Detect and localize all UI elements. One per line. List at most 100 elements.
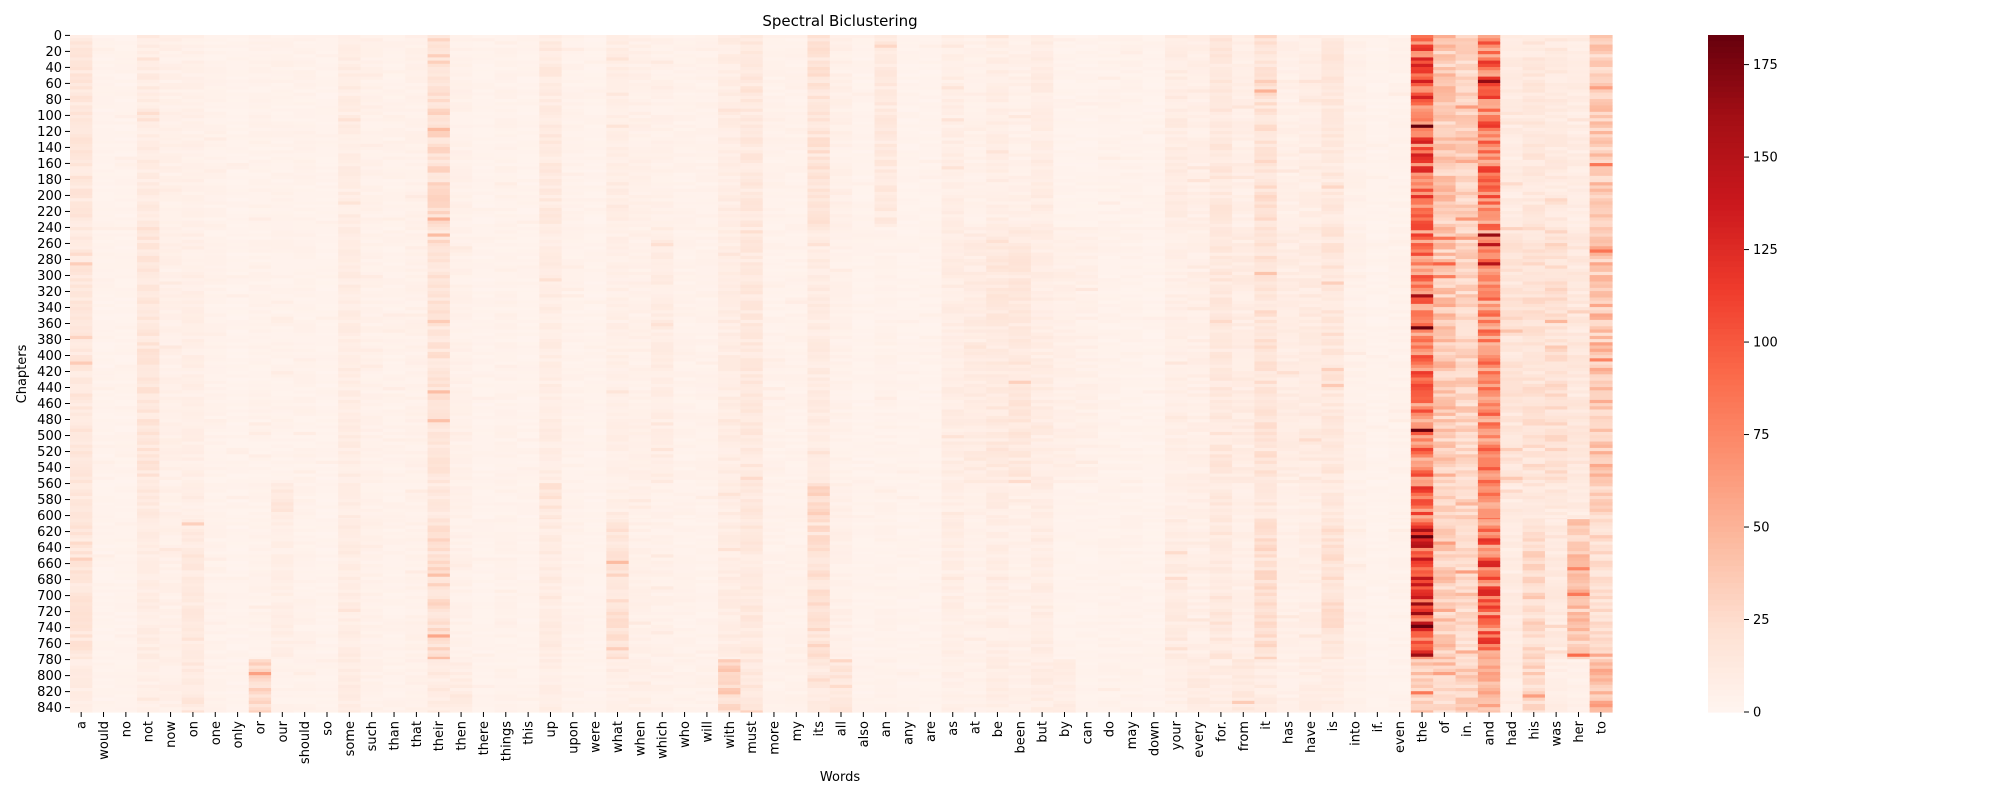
heatmap-cell [293, 246, 317, 251]
heatmap-cell [516, 656, 540, 660]
heatmap-cell [248, 431, 272, 436]
heatmap-cell [449, 412, 473, 417]
heatmap-cell [427, 348, 451, 353]
heatmap-cell [382, 422, 406, 427]
heatmap-cell [405, 419, 429, 423]
heatmap-cell [494, 351, 518, 356]
heatmap-cell [494, 409, 518, 414]
heatmap-cell [405, 111, 429, 116]
heatmap-cell [449, 150, 473, 155]
heatmap-cell [92, 573, 116, 578]
heatmap-cell [427, 99, 451, 103]
heatmap-cell [561, 278, 585, 283]
heatmap-cell [338, 554, 362, 559]
heatmap-cell [137, 131, 160, 135]
heatmap-cell [92, 425, 116, 430]
heatmap-cell [360, 495, 384, 500]
heatmap-cell [204, 531, 228, 536]
heatmap-cell [561, 137, 585, 142]
heatmap-cell [539, 691, 563, 695]
heatmap-cell [516, 73, 540, 78]
heatmap-cell [226, 150, 250, 155]
heatmap-cell [181, 323, 205, 327]
heatmap-cell [539, 67, 563, 71]
heatmap-cell [181, 70, 205, 75]
heatmap-cell [494, 505, 518, 510]
heatmap-cell [204, 188, 228, 193]
heatmap-cell [315, 441, 339, 446]
heatmap-cell [248, 150, 272, 155]
heatmap-cell [70, 220, 93, 225]
heatmap-cell [382, 473, 406, 478]
heatmap-cell [516, 431, 540, 436]
heatmap-cell [92, 166, 116, 171]
heatmap-cell [338, 70, 362, 75]
heatmap-cell [427, 627, 451, 632]
heatmap-cell [159, 38, 183, 42]
heatmap-cell [472, 259, 496, 263]
heatmap-cell [293, 316, 317, 321]
heatmap-cell [70, 262, 93, 267]
heatmap-cell [494, 557, 518, 562]
heatmap-cell [427, 89, 451, 94]
heatmap-cell [338, 406, 362, 411]
heatmap-cell [338, 547, 362, 552]
heatmap-cell [70, 707, 93, 711]
heatmap-cell [226, 169, 250, 174]
heatmap-cell [181, 563, 205, 568]
heatmap-cell [159, 541, 183, 546]
heatmap-cell [226, 252, 250, 257]
heatmap-cell [338, 621, 362, 626]
heatmap-cell [70, 76, 93, 81]
heatmap-cell [427, 364, 451, 369]
heatmap-cell [204, 124, 228, 129]
heatmap-cell [427, 393, 451, 398]
heatmap-cell [338, 63, 362, 68]
heatmap-cell [181, 371, 205, 375]
heatmap-cell [204, 563, 228, 568]
heatmap-cell [293, 150, 317, 155]
heatmap-cell [271, 76, 295, 81]
heatmap-cell [539, 387, 563, 391]
heatmap-cell [159, 41, 183, 46]
heatmap-cell [494, 707, 518, 711]
heatmap-cell [226, 38, 250, 42]
heatmap-cell [114, 697, 138, 702]
heatmap-cell [360, 307, 384, 311]
heatmap-cell [315, 278, 339, 283]
heatmap-cell [539, 358, 563, 363]
heatmap-cell [315, 233, 339, 238]
heatmap-cell [427, 486, 451, 491]
heatmap-cell [494, 454, 518, 459]
heatmap-cell [271, 547, 295, 552]
heatmap-cell [338, 358, 362, 363]
heatmap-cell [427, 576, 451, 581]
heatmap-cell [449, 54, 473, 59]
heatmap-cell [204, 412, 228, 417]
heatmap-cell [137, 383, 160, 388]
heatmap-cell [315, 659, 339, 663]
heatmap-cell [159, 140, 183, 145]
heatmap-cell [494, 637, 518, 642]
heatmap-cell [204, 390, 228, 395]
heatmap-cell [382, 86, 406, 91]
heatmap-cell [204, 541, 228, 546]
heatmap-cell [382, 492, 406, 497]
heatmap-cell [70, 492, 93, 497]
heatmap-cell [360, 319, 384, 324]
heatmap-cell [449, 528, 473, 533]
heatmap-cell [181, 351, 205, 356]
heatmap-cell [159, 463, 183, 468]
heatmap-cell [449, 631, 473, 635]
heatmap-cell [360, 406, 384, 411]
heatmap-cell [516, 515, 540, 519]
heatmap-cell [494, 479, 518, 484]
heatmap-cell [271, 364, 295, 369]
heatmap-cell [338, 499, 362, 503]
heatmap-cell [561, 252, 585, 257]
heatmap-cell [561, 134, 585, 139]
heatmap-cell [248, 127, 272, 132]
heatmap-cell [70, 35, 93, 39]
heatmap-cell [271, 262, 295, 267]
heatmap-cell [494, 332, 518, 337]
